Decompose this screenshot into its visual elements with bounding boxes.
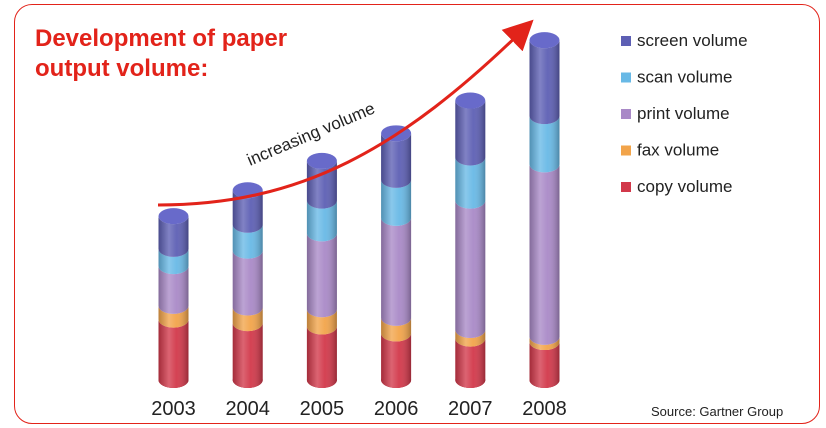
x-tick-label: 2008 xyxy=(522,398,567,420)
chart-title-line-2: output volume: xyxy=(35,55,209,82)
x-tick-label: 2007 xyxy=(448,398,493,420)
segment-shading xyxy=(455,338,486,388)
legend-label-scan-volume: scan volume xyxy=(637,68,732,87)
segment-shading xyxy=(158,248,189,275)
increasing-arrow xyxy=(157,19,534,207)
legend: screen volume scan volume print volume fax … xyxy=(621,31,748,196)
segment-shading xyxy=(381,217,412,326)
segment-shading xyxy=(158,216,189,257)
legend-label-copy-volume: copy volume xyxy=(637,177,732,196)
segment-shading xyxy=(306,200,337,242)
segment-shading xyxy=(306,233,337,318)
bar-stack-2005 xyxy=(306,152,337,388)
legend-swatch-copy-volume xyxy=(621,182,631,192)
segment-shading xyxy=(232,190,263,233)
segment-shading xyxy=(529,336,560,351)
bar-stack-2006 xyxy=(381,125,412,388)
legend-swatch-fax-volume xyxy=(621,145,631,156)
segment-shading xyxy=(455,329,486,347)
segment-shading xyxy=(381,179,412,226)
segment-shading xyxy=(529,40,560,125)
bar-cap-2008 xyxy=(529,32,560,49)
bar-stack-2004 xyxy=(232,182,263,388)
segment-shading xyxy=(232,307,263,332)
segment-shading xyxy=(158,305,189,328)
chart-title-line-1: Development of paper xyxy=(35,25,288,52)
x-tick-label: 2006 xyxy=(374,398,419,420)
segment-shading xyxy=(455,157,486,209)
segment-shading xyxy=(529,116,560,173)
segment-shading xyxy=(158,266,189,314)
legend-label-screen-volume: screen volume xyxy=(637,31,748,50)
segment-shading xyxy=(381,333,412,388)
bar-cap-2005 xyxy=(306,152,337,169)
segment-shading xyxy=(455,200,486,338)
bar-stack-2003 xyxy=(158,208,189,388)
legend-swatch-scan-volume xyxy=(621,72,631,83)
bar-stack-2008 xyxy=(529,32,560,388)
chart-frame xyxy=(14,4,820,424)
legend-swatch-screen-volume xyxy=(621,36,631,46)
bars-group xyxy=(158,32,560,388)
source-note: Source: Gartner Group xyxy=(651,404,784,419)
bar-cap-2003 xyxy=(158,208,189,225)
segment-shading xyxy=(381,317,412,342)
legend-label-fax-volume: fax volume xyxy=(637,141,719,160)
legend-label-print-volume: print volume xyxy=(637,104,730,123)
segment-shading xyxy=(158,319,189,388)
x-tick-label: 2005 xyxy=(300,398,345,420)
x-tick-label: 2003 xyxy=(151,398,196,420)
chart-title: Development of paper output volume: xyxy=(35,24,355,84)
segment-shading xyxy=(529,342,560,388)
segment-shading xyxy=(306,309,337,335)
x-tick-label: 2004 xyxy=(225,398,270,420)
segment-shading xyxy=(232,323,263,388)
segment-shading xyxy=(232,250,263,316)
segment-shading xyxy=(455,100,486,166)
bar-cap-2007 xyxy=(455,92,486,109)
segment-shading xyxy=(232,224,263,259)
segment-shading xyxy=(529,164,560,345)
legend-swatch-print-volume xyxy=(621,109,631,119)
segment-shading xyxy=(306,160,337,209)
x-axis-ticks: 2003 2004 2005 2006 2007 2008 xyxy=(151,398,567,420)
segment-shading xyxy=(381,133,412,188)
bar-stack-2007 xyxy=(455,92,486,388)
segment-shading xyxy=(306,326,337,388)
